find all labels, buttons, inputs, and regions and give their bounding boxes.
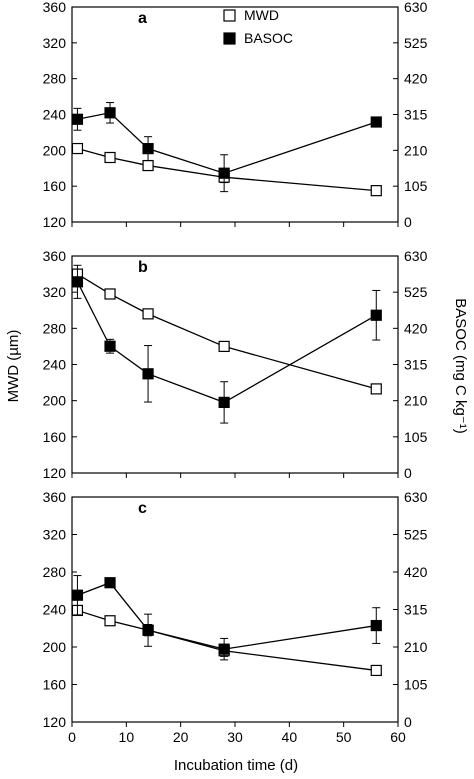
y-tick-label-right: 315 [404,107,428,123]
y-tick-label-left: 320 [43,527,67,543]
point-mwd [370,185,382,197]
y-tick-label-right: 210 [404,393,428,409]
y-tick-label-right: 0 [404,714,412,730]
y-tick-label-right: 105 [404,677,428,693]
panel-b: 120 160 200 240 280 320 360 0 105 210 315 420 525 630… [43,248,428,481]
point-mwd [370,383,382,395]
point-mwd [71,142,84,155]
point-mwd [104,288,116,300]
plot-frame [71,496,399,723]
y-tick-label-right: 210 [404,142,428,158]
y-tick-label-left: 280 [43,564,67,580]
point-basoc [218,643,230,655]
y-tick-label-left: 200 [43,142,67,158]
y-tick-label-left: 320 [43,284,67,300]
point-basoc [142,143,154,155]
point-basoc [218,167,230,179]
y-tick-label-right: 105 [404,429,428,445]
y-tick-label-left: 280 [43,71,67,87]
y-tick-label-left: 280 [43,320,67,336]
y-tick-label-right: 315 [404,357,428,373]
point-basoc [370,116,382,128]
y-tick-label-left: 360 [43,489,67,505]
x-tick-label: 60 [390,729,406,745]
y-tick-label-left: 360 [43,0,67,15]
y-tick-label-right: 0 [404,214,412,230]
y-tick-label-left: 160 [43,677,67,693]
y-tick-label-left: 160 [43,178,67,194]
legend-label-basoc: BASOC [244,30,293,46]
y-tick-label-left: 240 [43,357,67,373]
y-tick-label-right: 0 [404,465,412,481]
y-tick-label-left: 240 [43,107,67,123]
point-basoc [104,340,116,352]
y-tick-label-left: 120 [43,465,67,481]
panel-a: 120 160 200 240 280 320 360 0 105 210 315 420 525 630… [43,0,428,230]
point-mwd [142,159,154,172]
point-basoc [142,368,154,380]
legend: MWD BASOC [223,7,293,46]
x-tick-label: 0 [68,729,76,745]
point-basoc [370,309,382,321]
point-basoc [142,624,154,636]
y-tick-label-left: 360 [43,248,67,264]
y-tick-label-left: 320 [43,35,67,51]
plot-frame [71,255,399,474]
y-axis-label-left: MWD (µm) [5,330,22,403]
y-tick-label-left: 200 [43,639,67,655]
y-tick-label-right: 210 [404,639,428,655]
point-mwd [104,151,116,164]
y-tick-label-right: 525 [404,527,428,543]
y-tick-label-right: 420 [404,564,428,580]
y-tick-label-right: 525 [404,35,428,51]
point-basoc [218,396,230,408]
y-tick-label-right: 420 [404,71,428,87]
series-line-basoc [77,581,377,650]
y-tick-label-right: 420 [404,320,428,336]
y-tick-label-left: 200 [43,393,67,409]
legend-marker-mwd [223,9,236,22]
y-tick-label-right: 630 [404,489,428,505]
y-tick-label-left: 120 [43,714,67,730]
legend-marker-basoc [223,32,236,45]
point-basoc [104,577,116,589]
x-tick-label: 10 [119,729,135,745]
series-line-mwd [77,609,377,672]
point-mwd [218,340,230,353]
y-tick-label-right: 525 [404,284,428,300]
x-tick-label: 40 [282,729,298,745]
y-tick-label-right: 315 [404,602,428,618]
series-line-mwd [77,273,377,390]
y-axis-label-right: BASOC (mg C kg⁻¹) [452,298,469,433]
panel-label: a [138,10,147,27]
point-basoc [71,113,84,125]
y-tick-label-right: 630 [404,248,428,264]
point-basoc [71,276,84,288]
point-mwd [142,308,154,320]
legend-label-mwd: MWD [244,7,279,23]
point-mwd [370,664,382,677]
x-tick-label: 50 [336,729,352,745]
y-tick-label-left: 240 [43,602,67,618]
point-mwd [104,615,116,627]
y-tick-label-right: 630 [404,0,428,15]
panel-c: 1201602002402803203600105210315420525630… [43,489,428,745]
x-tick-label: 30 [227,729,243,745]
point-basoc [104,107,116,119]
x-tick-label: 20 [173,729,189,745]
y-tick-label-left: 120 [43,214,67,230]
point-basoc [370,619,382,632]
x-axis-label: Incubation time (d) [174,757,298,774]
y-tick-label-left: 160 [43,429,67,445]
series-line-basoc [77,112,377,174]
y-tick-label-right: 105 [404,178,428,194]
panel-label: c [138,500,147,517]
panel-label: b [138,259,148,276]
point-basoc [71,589,84,601]
